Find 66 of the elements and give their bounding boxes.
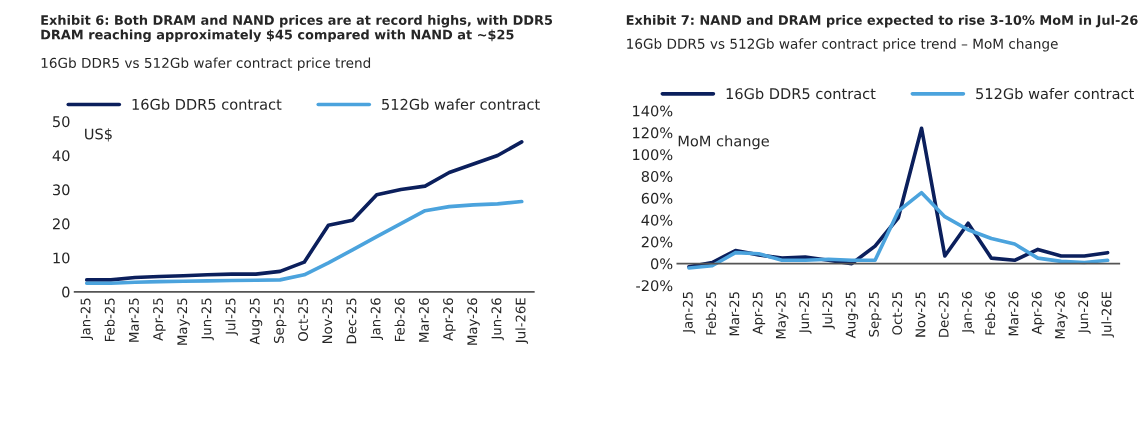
x-tick-label: Nov-25: [915, 292, 926, 337]
x-tick-label: Apr-25: [752, 292, 766, 335]
x-tick-label: Aug-25: [249, 298, 263, 345]
x-tick-label: May-26: [467, 298, 480, 345]
x-tick-label: Feb-26: [984, 291, 996, 335]
line-series: [84, 199, 524, 286]
y-tick-label: -20%: [636, 280, 673, 292]
legend-label: 16Gb DDR5 contract: [132, 98, 282, 110]
x-tick-label: Apr-26: [443, 298, 456, 341]
x-tick-label: May-26: [1054, 291, 1068, 339]
y-tick-label: 0%: [650, 258, 673, 270]
y-tick-label: 0: [62, 286, 70, 298]
x-tick-label: Dec-25: [346, 298, 357, 344]
x-tick-label: Jun-25: [201, 298, 214, 341]
y-tick-label: 80%: [641, 170, 673, 183]
x-tick-label: Jan-25: [80, 298, 93, 340]
x-tick-label: Jun-26: [491, 298, 504, 341]
x-tick-label: Feb-25: [705, 292, 717, 335]
x-tick-label: Sep-25: [868, 292, 882, 337]
y-tick-label: 100%: [633, 149, 673, 161]
x-tick-label: Jun-26: [1078, 291, 1091, 334]
legend-label: 512Gb wafer contract: [976, 87, 1134, 100]
y-tick-label: 20: [52, 218, 70, 230]
chart-subtitle: 16Gb DDR5 vs 512Gb wafer contract price trend – MoM change: [627, 38, 1058, 52]
y-axis-title: US$: [85, 128, 112, 142]
chart-subtitle: 16Gb DDR5 vs 512Gb wafer contract price trend: [41, 57, 371, 71]
x-tick-label: Jul-26E: [515, 298, 529, 344]
y-tick-label: 10: [53, 252, 70, 264]
x-tick-label: Sep-25: [273, 298, 287, 343]
x-tick-label: Jul-25: [822, 292, 835, 330]
x-tick-label: Aug-25: [845, 292, 859, 339]
x-tick-label: Mar-25: [729, 292, 740, 336]
x-tick-label: Jan-26: [961, 291, 975, 334]
x-tick-label: Oct-25: [892, 292, 903, 335]
x-tick-label: Jul-25: [225, 298, 238, 336]
x-tick-label: Oct-25: [298, 298, 309, 341]
x-tick-label: Mar-25: [128, 298, 139, 342]
y-tick-label: 60%: [641, 192, 673, 204]
x-tick-label: Nov-25: [322, 298, 333, 344]
chart-title: Exhibit 7: NAND and DRAM price expected to rise 3-10% MoM in Jul-26: [626, 14, 1138, 28]
x-tick-label: May-25: [775, 292, 789, 339]
y-tick-label: 40%: [641, 214, 673, 226]
x-tick-label: Jan-25: [682, 292, 696, 334]
y-tick-label: 140%: [633, 105, 673, 117]
x-tick-label: Mar-26: [418, 298, 429, 342]
x-tick-label: Mar-26: [1008, 291, 1019, 336]
line-series: [687, 190, 1110, 270]
x-tick-label: Feb-26: [394, 298, 405, 341]
line-series: [84, 140, 524, 282]
legend-label: 16Gb DDR5 contract: [726, 87, 876, 100]
y-axis-title: MoM change: [678, 135, 769, 150]
x-tick-label: Dec-25: [938, 292, 949, 337]
legend-label: 512Gb wafer contract: [382, 98, 540, 110]
x-tick-label: Apr-25: [153, 298, 166, 341]
chart-title: Exhibit 6: Both DRAM and NAND prices are at record highs, with DDR5 DRAM reaching approximately $45 compared with NAND at ~$25: [41, 14, 553, 43]
x-tick-label: Jun-25: [799, 292, 812, 334]
y-tick-label: 30: [53, 184, 70, 196]
x-tick-label: Feb-25: [104, 298, 115, 341]
x-tick-label: Jan-26: [370, 298, 384, 340]
y-tick-label: 120%: [633, 127, 673, 139]
x-tick-label: May-25: [177, 298, 190, 345]
x-tick-label: Apr-26: [1031, 291, 1045, 335]
y-tick-label: 50: [53, 116, 70, 128]
y-tick-label: 40: [52, 150, 70, 162]
x-tick-label: Jul-26E: [1101, 291, 1114, 338]
y-tick-label: 20%: [641, 236, 673, 248]
